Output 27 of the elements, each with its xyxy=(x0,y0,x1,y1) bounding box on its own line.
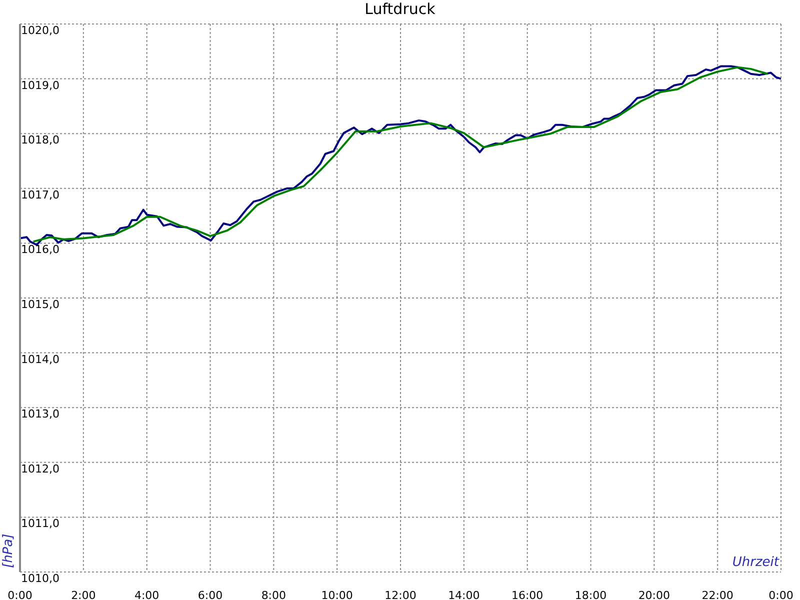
chart-title: Luftdruck xyxy=(364,0,436,18)
y-tick-label: 1019,0 xyxy=(21,78,60,92)
x-tick-label: 10:00 xyxy=(321,588,353,600)
y-tick-label: 1017,0 xyxy=(21,188,60,202)
y-tick-label: 1014,0 xyxy=(21,352,60,366)
x-tick-label: 4:00 xyxy=(134,588,160,600)
y-axis-title: [hPa] xyxy=(1,534,16,568)
x-tick-label: 0:00 xyxy=(8,588,32,600)
x-tick-label: 20:00 xyxy=(638,588,670,600)
y-tick-label: 1012,0 xyxy=(21,462,60,476)
y-tick-label: 1011,0 xyxy=(21,517,60,530)
x-tick-label: 12:00 xyxy=(384,588,416,600)
x-tick-label: 6:00 xyxy=(198,588,223,600)
y-tick-label: 1016,0 xyxy=(21,243,60,256)
x-tick-label: 0:00 xyxy=(768,588,794,600)
x-tick-label: 8:00 xyxy=(261,588,286,600)
y-tick-label: 1015,0 xyxy=(21,298,60,311)
y-tick-label: 1018,0 xyxy=(21,134,60,147)
x-tick-label: 18:00 xyxy=(574,588,607,600)
y-tick-label: 1010,0 xyxy=(21,572,60,585)
x-tick-label: 2:00 xyxy=(71,588,96,600)
x-tick-label: 22:00 xyxy=(702,588,734,600)
x-tick-label: 14:00 xyxy=(448,588,480,600)
y-tick-label: 1013,0 xyxy=(21,408,60,421)
x-axis-title: Uhrzeit xyxy=(732,555,780,570)
y-tick-label: 1020,0 xyxy=(21,24,60,37)
x-tick-label: 16:00 xyxy=(511,588,544,600)
